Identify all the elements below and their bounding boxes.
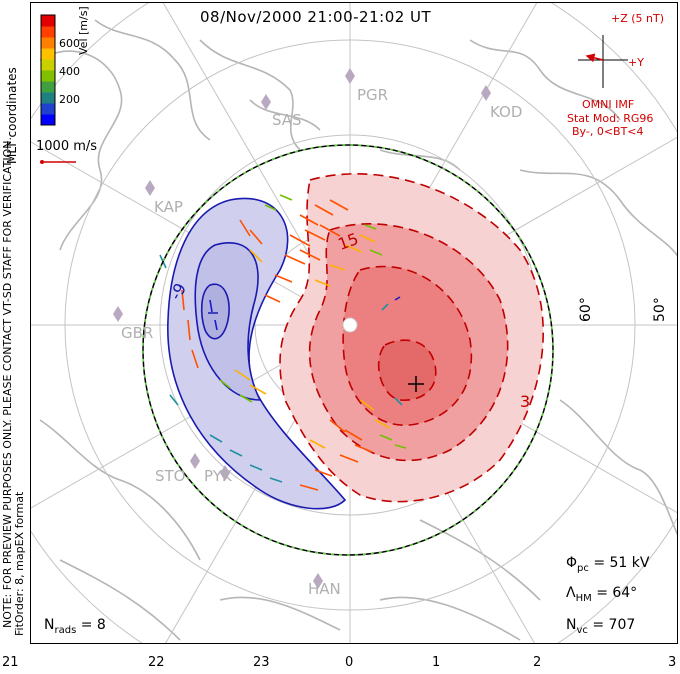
colorbar-segment (41, 15, 55, 27)
vector-scale-label: 1000 m/s (36, 139, 98, 154)
mlt-tick-0: 0 (345, 655, 354, 670)
station-sas: SAS (272, 111, 302, 129)
station-gbr: GBR (121, 324, 154, 342)
latitude-label-60: 60° (578, 297, 594, 322)
station-kap: KAP (154, 198, 183, 216)
station-kod: KOD (490, 103, 523, 121)
mlt-tick-1: 1 (432, 655, 441, 670)
vector-scale-bar (40, 160, 76, 164)
stat-n-rads: Nrads = 8 (44, 617, 106, 636)
station-markers (113, 68, 491, 589)
imf-y-label: +Y (628, 56, 644, 69)
velocity-vectors (159, 194, 407, 491)
coastlines (39, 19, 677, 641)
fit-order-note: FitOrder: 8, mapEX format (13, 491, 26, 636)
stat-phi-pc: Φpc = 51 kV (566, 555, 650, 574)
mlt-tick-2: 2 (533, 655, 542, 670)
negative-cell-inner (200, 283, 230, 340)
station-pgr: PGR (357, 86, 389, 104)
colorbar (40, 14, 56, 126)
colorbar-segment (41, 26, 55, 38)
mlt-tick-3: 3 (668, 655, 677, 670)
station-han: HAN (308, 580, 341, 598)
colorbar-segment (41, 114, 55, 126)
colorbar-tick-400: 400 (59, 65, 80, 78)
mlt-tick-21: 21 (2, 655, 19, 670)
stat-model: Stat Mod: RG96 (567, 112, 654, 125)
colorbar-tick-200: 200 (59, 93, 80, 106)
positive-cell-core (377, 339, 437, 401)
latitude-label-50: 50° (652, 297, 668, 322)
map-title: 08/Nov/2000 21:00-21:02 UT (200, 8, 432, 26)
station-pyk: PYK (204, 467, 232, 485)
stat-lambda-hm: ΛHM = 64° (566, 585, 638, 604)
colorbar-tick-600: 600 (59, 37, 80, 50)
plot-frame (30, 2, 678, 644)
stat-n-vc: Nvc = 707 (566, 617, 636, 636)
imf-condition: By-, 0<BT<4 (572, 125, 644, 138)
mlt-tick-23: 23 (253, 655, 270, 670)
imf-dial (578, 35, 628, 88)
potential-max-marker (408, 376, 424, 392)
colorbar-segment (41, 37, 55, 49)
contour-label-pos-outer: 3 (520, 392, 531, 411)
colorbar-segment (41, 70, 55, 82)
colorbar-segment (41, 48, 55, 60)
colorbar-segment (41, 81, 55, 93)
colorbar-segment (41, 92, 55, 104)
imf-source: OMNI IMF (582, 98, 635, 111)
station-sto: STO (155, 467, 186, 485)
mlt-tick-22: 22 (148, 655, 165, 670)
convection-cells (167, 173, 544, 510)
colorbar-segment (41, 103, 55, 115)
colorbar-segment (41, 59, 55, 71)
imf-z-label: +Z (5 nT) (611, 12, 665, 25)
pole-marker (342, 317, 358, 333)
colorbar-border (40, 14, 56, 126)
